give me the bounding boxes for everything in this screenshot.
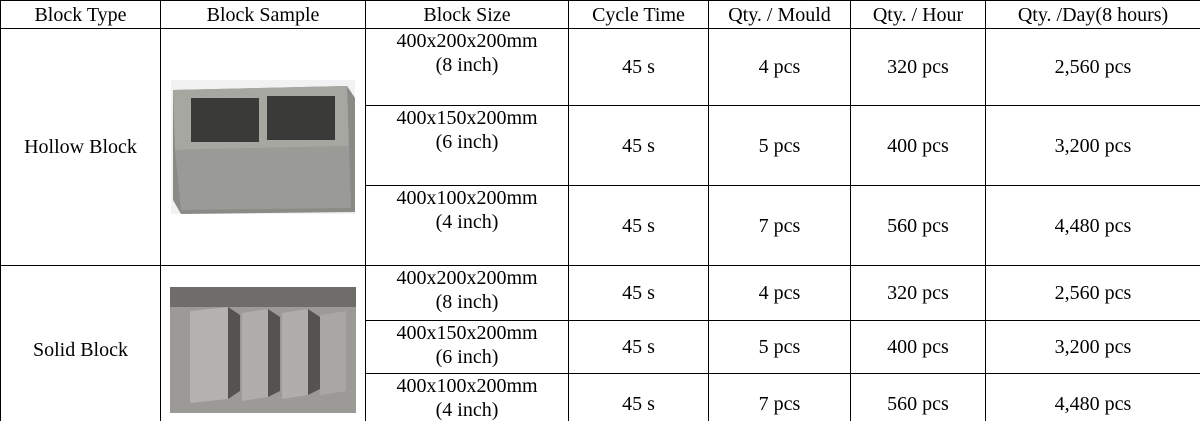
block-size: 400x200x200mm (8 inch) [365, 28, 569, 106]
block-size: 400x150x200mm (6 inch) [365, 320, 569, 374]
block-sample [160, 265, 366, 421]
qty-mould: 7 pcs [708, 185, 851, 266]
size-mm: 400x200x200mm [396, 30, 538, 52]
block-size: 400x100x200mm (4 inch) [365, 373, 569, 421]
size-mm: 400x150x200mm [396, 322, 538, 344]
size-mm: 400x200x200mm [396, 267, 538, 289]
qty-hour: 400 pcs [850, 105, 986, 186]
cycle-time: 45 s [568, 105, 709, 186]
qty-hour: 560 pcs [850, 185, 986, 266]
size-inch: (8 inch) [435, 54, 499, 76]
block-sample [160, 28, 366, 266]
header-cell: Cycle Time [568, 0, 709, 29]
size-mm: 400x100x200mm [396, 187, 538, 209]
size-mm: 400x150x200mm [396, 107, 538, 129]
block-size: 400x150x200mm (6 inch) [365, 105, 569, 186]
cycle-time: 45 s [568, 373, 709, 421]
header-cell: Qty. / Hour [850, 0, 986, 29]
header-cell: Qty. /Day(8 hours) [985, 0, 1200, 29]
cycle-time: 45 s [568, 185, 709, 266]
hollow-block-image [171, 80, 355, 214]
qty-mould: 5 pcs [708, 105, 851, 186]
qty-mould: 4 pcs [708, 265, 851, 321]
header-cell: Qty. / Mould [708, 0, 851, 29]
qty-day: 2,560 pcs [985, 265, 1200, 321]
qty-day: 2,560 pcs [985, 28, 1200, 106]
block-type: Solid Block [0, 265, 161, 421]
qty-mould: 7 pcs [708, 373, 851, 421]
size-inch: (4 inch) [435, 399, 499, 421]
size-inch: (4 inch) [435, 211, 499, 233]
qty-day: 3,200 pcs [985, 105, 1200, 186]
size-mm: 400x100x200mm [396, 375, 538, 397]
size-inch: (6 inch) [435, 131, 499, 153]
qty-hour: 320 pcs [850, 28, 986, 106]
cycle-time: 45 s [568, 320, 709, 374]
cycle-time: 45 s [568, 28, 709, 106]
qty-mould: 4 pcs [708, 28, 851, 106]
solid-block-image [170, 286, 356, 413]
qty-day: 4,480 pcs [985, 373, 1200, 421]
block-size: 400x200x200mm (8 inch) [365, 265, 569, 321]
header-cell: Block Sample [160, 0, 366, 29]
header-row: Block Type Block Sample Block Size Cycle Ti… [0, 0, 1200, 29]
qty-mould: 5 pcs [708, 320, 851, 374]
block-size: 400x100x200mm (4 inch) [365, 185, 569, 266]
header-cell: Block Type [0, 0, 161, 29]
size-inch: (6 inch) [435, 346, 499, 368]
qty-hour: 560 pcs [850, 373, 986, 421]
qty-hour: 320 pcs [850, 265, 986, 321]
size-inch: (8 inch) [435, 291, 499, 313]
qty-hour: 400 pcs [850, 320, 986, 374]
qty-day: 4,480 pcs [985, 185, 1200, 266]
cycle-time: 45 s [568, 265, 709, 321]
qty-day: 3,200 pcs [985, 320, 1200, 374]
block-type: Hollow Block [0, 28, 161, 266]
header-cell: Block Size [365, 0, 569, 29]
